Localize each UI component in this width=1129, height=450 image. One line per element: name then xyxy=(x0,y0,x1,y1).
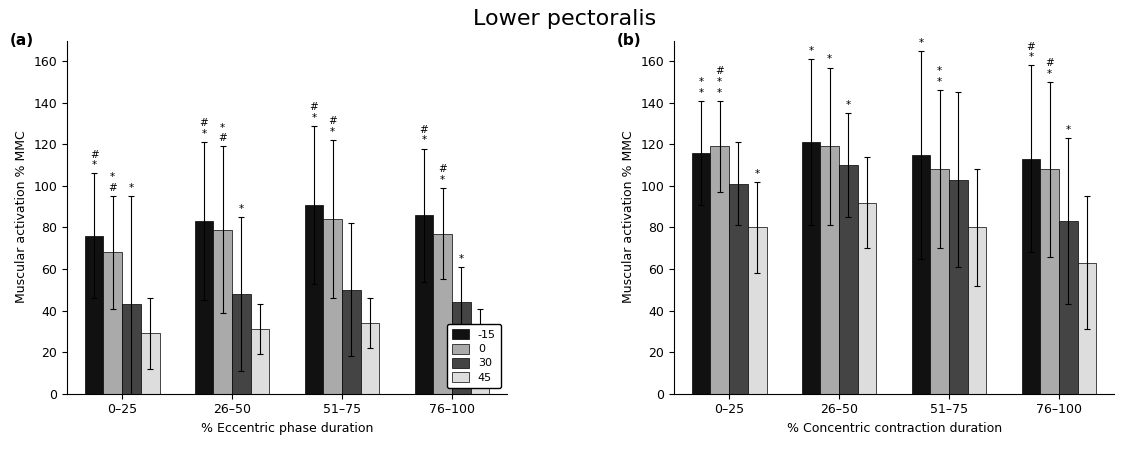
Text: #
*: # * xyxy=(329,116,338,137)
X-axis label: % Concentric contraction duration: % Concentric contraction duration xyxy=(787,422,1001,435)
Bar xyxy=(802,142,821,394)
Text: #
*: # * xyxy=(1045,58,1054,79)
Y-axis label: Muscular activation % MMC: Muscular activation % MMC xyxy=(622,131,634,303)
Bar xyxy=(839,165,858,394)
Bar xyxy=(141,333,159,394)
Text: *
*: * * xyxy=(937,67,943,87)
Bar xyxy=(194,221,213,394)
Text: *: * xyxy=(239,204,244,214)
Bar xyxy=(821,146,839,394)
Bar xyxy=(342,290,361,394)
Bar xyxy=(1022,159,1040,394)
Bar xyxy=(710,146,729,394)
Bar xyxy=(122,304,141,394)
Bar xyxy=(858,202,876,394)
Bar xyxy=(104,252,122,394)
Text: *: * xyxy=(808,46,814,56)
Bar xyxy=(930,169,949,394)
Text: *: * xyxy=(458,254,464,264)
Bar xyxy=(747,228,767,394)
Text: (b): (b) xyxy=(616,33,641,49)
Text: Lower pectoralis: Lower pectoralis xyxy=(473,9,656,29)
Text: *: * xyxy=(846,100,851,110)
Text: #
*: # * xyxy=(309,102,318,122)
Text: *: * xyxy=(129,183,134,193)
Text: *: * xyxy=(919,38,924,48)
Text: *: * xyxy=(828,54,832,64)
Legend: -15, 0, 30, 45: -15, 0, 30, 45 xyxy=(447,324,501,388)
Bar xyxy=(213,230,233,394)
Bar xyxy=(471,329,489,394)
Bar xyxy=(434,234,452,394)
Bar xyxy=(912,155,930,394)
Text: (a): (a) xyxy=(10,33,34,49)
Bar xyxy=(729,184,747,394)
Bar xyxy=(305,205,323,394)
Text: *: * xyxy=(1066,125,1071,135)
Bar xyxy=(692,153,710,394)
Text: #
*: # * xyxy=(1026,41,1035,62)
Bar xyxy=(452,302,471,394)
Text: *: * xyxy=(754,169,760,179)
Y-axis label: Muscular activation % MMC: Muscular activation % MMC xyxy=(15,131,28,303)
Bar xyxy=(251,329,270,394)
Text: #
*: # * xyxy=(89,149,98,171)
X-axis label: % Eccentric phase duration: % Eccentric phase duration xyxy=(201,422,374,435)
Bar xyxy=(1040,169,1059,394)
Bar xyxy=(1059,221,1078,394)
Bar xyxy=(361,323,379,394)
Bar xyxy=(85,236,104,394)
Bar xyxy=(233,294,251,394)
Text: #
*: # * xyxy=(200,118,209,139)
Text: *
#: * # xyxy=(108,172,117,193)
Text: #
*: # * xyxy=(420,125,428,145)
Bar xyxy=(323,219,342,394)
Text: #
*
*: # * * xyxy=(716,66,724,98)
Text: #
*: # * xyxy=(438,164,447,185)
Bar xyxy=(949,180,968,394)
Bar xyxy=(1078,263,1096,394)
Text: *
*: * * xyxy=(699,77,703,98)
Bar xyxy=(968,228,987,394)
Text: *
#: * # xyxy=(218,122,227,144)
Bar xyxy=(414,215,434,394)
